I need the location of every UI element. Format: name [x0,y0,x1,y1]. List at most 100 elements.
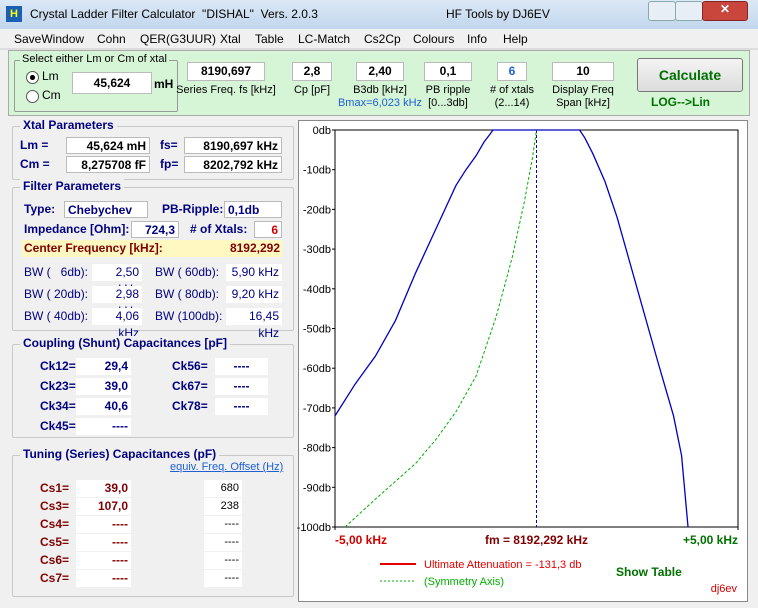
field-label: (2...14) [494,97,530,109]
cap-value: ---- [76,534,131,551]
log-lin-toggle[interactable]: LOG-->Lin [651,95,710,109]
y-tick-label: -80db [303,443,331,455]
app-icon: H [6,6,22,22]
window-subtitle: HF Tools by DJ6EV [446,7,550,21]
bw-label: BW ( 6db): [24,265,89,279]
radio[interactable] [26,71,39,84]
offset-value: 238 [204,498,242,515]
cap-label: Cs6= [40,553,70,567]
field-input[interactable]: 8190,697 [187,62,265,81]
field-label: Bmax=6,023 kHz [337,97,423,109]
radio[interactable] [26,90,39,103]
radio-label[interactable]: Cm [42,88,61,102]
param-label: PB-Ripple: [162,202,224,216]
param-value: 724,3 [131,221,179,238]
cap-value: 39,0 [76,480,131,497]
cap-value: 40,6 [76,398,131,415]
offset-value: 680 [204,480,242,497]
menu-item[interactable]: Help [503,32,528,46]
field-label: Span [kHz] [556,97,610,109]
cap-label: Ck56= [172,359,208,373]
bw-label: BW ( 40db): [24,309,89,323]
y-tick-label: -90db [303,482,331,494]
cap-label: Cs4= [40,517,70,531]
xtal-unit: mH [154,77,174,91]
show-table-button[interactable]: Show Table [616,565,682,579]
xtal-group-label: Select either Lm or Cm of xtal [20,53,169,65]
menu-divider [0,48,758,50]
cap-label: Cs3= [40,499,70,513]
xtal-value-input[interactable]: 45,624 [72,72,152,94]
field-label: B3db [kHz] [353,84,407,96]
menu-item[interactable]: LC-Match [298,32,351,46]
menu-item[interactable]: Cs2Cp [364,32,401,46]
menu-item[interactable]: Colours [413,32,455,46]
x-tick-label: fm = 8192,292 kHz [485,533,588,547]
bw-value: 2,98 kHz [92,286,142,318]
chart-panel [298,120,748,602]
y-tick-label: -40db [303,284,331,296]
cap-label: Ck67= [172,379,208,393]
window-title: Crystal Ladder Filter Calculator "DISHAL… [30,7,318,21]
coupling-title: Coupling (Shunt) Capacitances [pF] [20,336,230,350]
cap-label: Cs1= [40,481,70,495]
cap-value: ---- [76,552,131,569]
menu-item[interactable]: Xtal [220,32,241,46]
y-tick-label: -30db [303,244,331,256]
param-label: Lm = [20,138,49,152]
offset-value: ---- [204,534,242,551]
param-label: fp= [160,157,179,171]
cap-value: ---- [215,398,268,415]
menu-item[interactable]: Info [467,32,488,46]
bw-value: 9,20 kHz [226,286,282,303]
title-bar [0,0,758,29]
field-input[interactable]: 6 [497,62,527,81]
bw-value: 16,45 kHz [226,308,282,340]
bw-label: BW ( 20db): [24,287,89,301]
offset-value: ---- [204,516,242,533]
param-label: Center Frequency [kHz]: [24,241,163,255]
menu-item[interactable]: Cohn [97,32,126,46]
close-button[interactable]: ✕ [702,1,748,21]
cap-label: Ck34= [40,399,76,413]
field-label: Series Freq. fs [kHz] [176,84,276,96]
menu-item[interactable]: Table [255,32,284,46]
response-curve [344,129,537,528]
menu-item[interactable]: QER(G3UUR) [140,32,217,46]
calculate-button[interactable]: Calculate [637,58,743,92]
center-frequency-row [22,240,282,257]
field-label: # of xtals [489,84,535,96]
field-input[interactable]: 2,8 [292,62,332,81]
param-label: Type: [24,202,56,216]
bw-label: BW ( 80db): [155,287,220,301]
bw-value: 5,90 kHz [226,264,282,281]
param-value: 6 [254,221,282,238]
x-tick-label: +5,00 kHz [683,533,738,547]
menu-item[interactable]: SaveWindow [14,32,85,46]
xtal-params-group [12,126,294,180]
y-tick-label: -20db [303,204,331,216]
cap-label: Cs5= [40,535,70,549]
field-input[interactable]: 10 [552,62,614,81]
cap-value: ---- [215,358,268,375]
radio-label[interactable]: Lm [42,69,59,83]
cap-value: 29,4 [76,358,131,375]
param-value: 8190,697 kHz [184,137,282,154]
y-tick-label: -70db [303,403,331,415]
field-label: Display Freq [552,84,614,96]
param-value: 8192,292 [229,241,280,255]
cap-label: Ck78= [172,399,208,413]
cap-value: 107,0 [76,498,131,515]
field-input[interactable]: 0,1 [424,62,472,81]
x-tick-label: -5,00 kHz [335,533,387,547]
cap-label: Ck45= [40,419,76,433]
response-curve [334,129,689,528]
field-label: Cp [pF] [293,84,331,96]
field-input[interactable]: 2,40 [356,62,404,81]
param-value: 45,624 mH [66,137,150,154]
param-value: 0,1db [224,201,282,218]
cap-value: ---- [76,418,131,435]
y-tick-label: 0db [313,125,331,137]
